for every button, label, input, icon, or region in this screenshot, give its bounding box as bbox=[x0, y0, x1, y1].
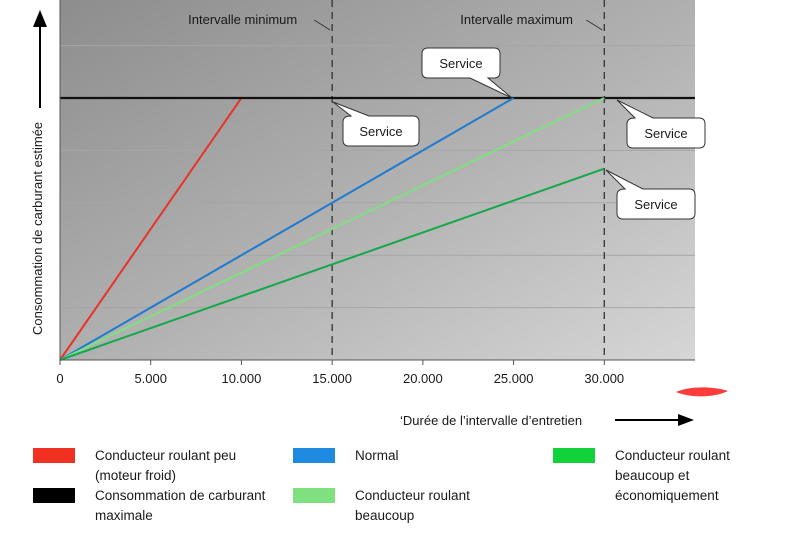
legend-label-light-green: Conducteur roulant beaucoup bbox=[355, 488, 470, 523]
legend-swatch-black bbox=[33, 488, 75, 503]
x-tick-label-2: 10.000 bbox=[222, 371, 262, 386]
legend-label-black: Consommation de carburant maximale bbox=[95, 488, 266, 523]
service-callout-label-1: Service bbox=[439, 56, 482, 71]
series-line-2 bbox=[59, 97, 515, 361]
service-callouts: Service Service Service Service bbox=[332, 47, 706, 220]
x-axis-arrow-icon bbox=[615, 414, 694, 426]
series-line-3 bbox=[59, 97, 605, 361]
x-tick-label-5: 25.000 bbox=[494, 371, 534, 386]
interval-label-0: Intervalle minimum bbox=[188, 12, 297, 27]
interval-label-1: Intervalle maximum bbox=[460, 12, 573, 27]
x-tick-label-6: 30.000 bbox=[584, 371, 624, 386]
legend-swatch-blue bbox=[293, 448, 335, 463]
legend-label-blue: Normal bbox=[355, 448, 399, 463]
y-axis-label: Consommation de carburant estimée bbox=[30, 122, 45, 335]
grid bbox=[60, 45, 695, 309]
x-ticks: 0 5.000 10.000 15.000 20.000 25.000 30.000 bbox=[56, 360, 624, 386]
service-callout-0: Service bbox=[332, 101, 420, 147]
service-callout-1: Service bbox=[421, 47, 513, 99]
legend-item-light-green: Conducteur roulant beaucoup bbox=[293, 486, 470, 526]
interval-pointer-1 bbox=[586, 19, 603, 31]
axes bbox=[59, 0, 695, 361]
interval-lines: Intervalle minimum Intervalle maximum bbox=[188, 0, 605, 360]
x-tick-label-3: 15.000 bbox=[312, 371, 352, 386]
series-line-0 bbox=[59, 97, 243, 361]
x-tick-label-1: 5.000 bbox=[134, 371, 167, 386]
service-callout-box-2 bbox=[616, 99, 706, 149]
service-callout-label-0: Service bbox=[359, 124, 402, 139]
legend-swatch-light-green bbox=[293, 488, 335, 503]
legend-label-green: Conducteur roulant beaucoup et économiqu… bbox=[615, 448, 730, 503]
legend-item-red: Conducteur roulant peu (moteur froid) bbox=[33, 446, 236, 486]
series bbox=[59, 96, 695, 361]
legend-item-black: Consommation de carburant maximale bbox=[33, 486, 295, 526]
service-callout-box-0 bbox=[332, 101, 420, 147]
interval-pointer-0 bbox=[313, 19, 331, 31]
service-callout-box-3 bbox=[605, 169, 696, 220]
y-axis-arrow-icon bbox=[33, 10, 47, 108]
legend-label-red: Conducteur roulant peu (moteur froid) bbox=[95, 448, 237, 483]
legend: Conducteur roulant peu (moteur froid) Co… bbox=[0, 440, 800, 539]
legend-item-blue: Normal bbox=[293, 446, 399, 466]
legend-swatch-red bbox=[33, 448, 75, 463]
legend-swatch-green bbox=[553, 448, 595, 463]
chart: Intervalle minimum Intervalle maximum 0 5.… bbox=[30, 0, 728, 428]
x-tick-label-4: 20.000 bbox=[403, 371, 443, 386]
service-callout-label-2: Service bbox=[644, 126, 687, 141]
x-tick-label-0: 0 bbox=[56, 371, 63, 386]
redaction-mark bbox=[676, 387, 728, 397]
legend-item-green: Conducteur roulant beaucoup et économiqu… bbox=[553, 446, 730, 506]
service-callout-2: Service bbox=[616, 99, 706, 149]
x-axis-label: ‘Durée de l’intervalle d’entretien bbox=[400, 413, 582, 428]
service-callout-3: Service bbox=[605, 169, 696, 220]
series-line-4 bbox=[59, 167, 605, 361]
service-callout-box-1 bbox=[421, 47, 513, 99]
service-callout-label-3: Service bbox=[634, 197, 677, 212]
